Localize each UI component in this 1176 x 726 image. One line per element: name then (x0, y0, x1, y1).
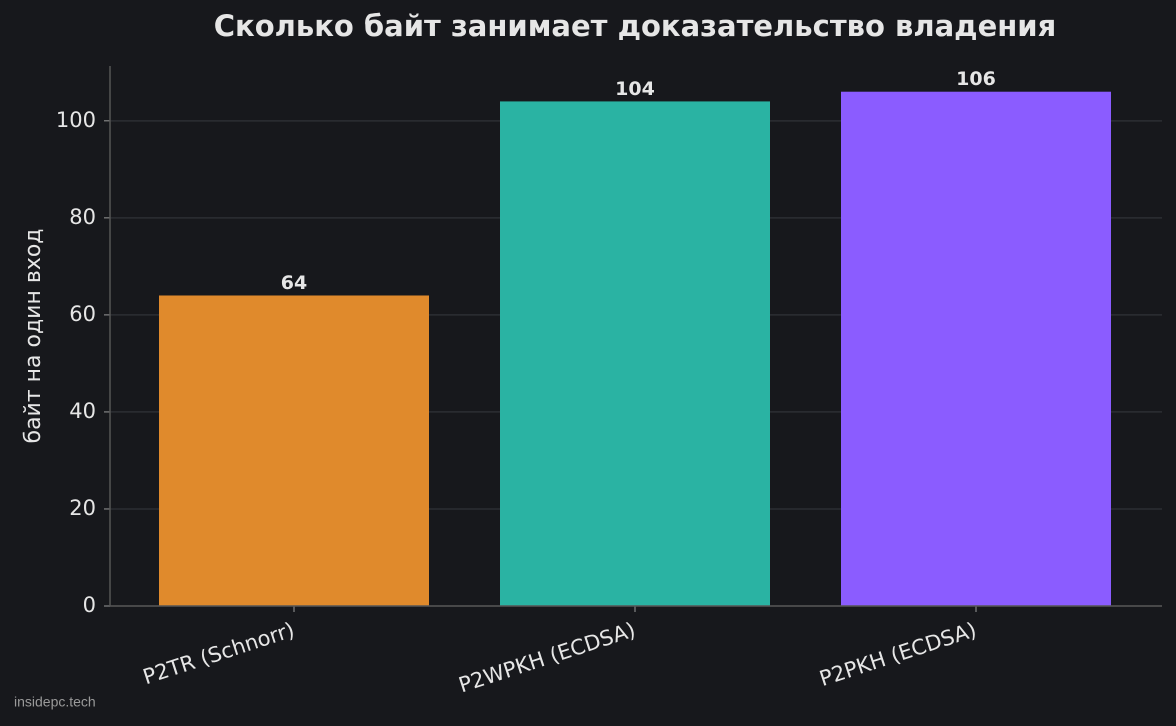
y-tick-label: 40 (69, 399, 96, 423)
bar (841, 91, 1111, 606)
bar (500, 101, 770, 607)
y-tick-label: 80 (69, 205, 96, 229)
y-tick-label: 20 (69, 496, 96, 520)
y-tick-label: 0 (83, 593, 96, 617)
bar (159, 295, 429, 606)
value-label: 106 (956, 68, 996, 90)
value-label: 64 (281, 272, 307, 294)
watermark: insidepc.tech (14, 694, 96, 710)
y-axis-label: байт на один вход (21, 228, 46, 443)
y-tick-label: 100 (56, 108, 96, 132)
chart-title: Сколько байт занимает доказательство вла… (214, 9, 1057, 43)
value-label: 104 (615, 78, 655, 100)
y-tick-label: 60 (69, 302, 96, 326)
